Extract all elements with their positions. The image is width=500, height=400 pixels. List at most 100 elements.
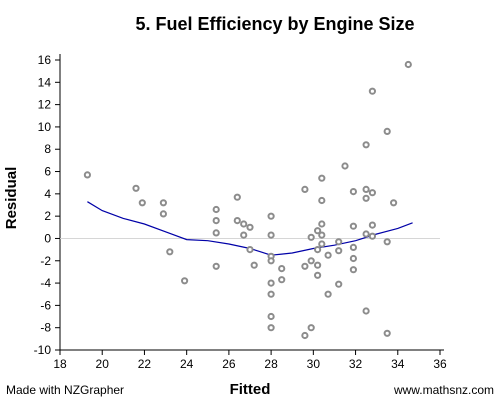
data-point bbox=[318, 174, 326, 182]
data-point bbox=[318, 196, 326, 205]
data-point bbox=[267, 257, 275, 265]
data-point bbox=[307, 324, 315, 332]
data-point bbox=[301, 262, 309, 270]
data-point bbox=[368, 232, 376, 240]
smoother-line bbox=[87, 201, 413, 256]
data-point bbox=[390, 199, 398, 207]
data-point bbox=[335, 247, 343, 255]
data-point bbox=[349, 266, 357, 274]
data-point bbox=[362, 307, 370, 315]
y-tick-label: -8 bbox=[40, 321, 51, 335]
data-point bbox=[383, 238, 391, 246]
data-point bbox=[349, 222, 357, 230]
y-tick-label: 14 bbox=[38, 75, 52, 89]
data-point bbox=[166, 248, 174, 256]
y-tick-label: 2 bbox=[44, 209, 51, 223]
data-point bbox=[212, 217, 220, 225]
data-point bbox=[307, 257, 315, 265]
y-tick-label: 8 bbox=[44, 142, 51, 156]
data-point bbox=[318, 220, 326, 228]
data-point bbox=[233, 193, 241, 201]
data-point bbox=[368, 189, 376, 197]
data-point bbox=[301, 185, 309, 193]
data-point bbox=[362, 185, 370, 193]
footer-url: www.mathsnz.com bbox=[393, 383, 494, 397]
x-tick-label: 30 bbox=[307, 357, 321, 371]
chart-title: 5. Fuel Efficiency by Engine Size bbox=[135, 14, 414, 34]
x-tick-label: 22 bbox=[138, 357, 152, 371]
data-point bbox=[404, 60, 412, 69]
data-point bbox=[318, 240, 326, 248]
y-tick-label: -10 bbox=[34, 343, 52, 357]
data-point bbox=[240, 231, 248, 239]
y-tick-label: 10 bbox=[38, 120, 52, 134]
data-point bbox=[314, 227, 322, 235]
data-point bbox=[212, 262, 220, 270]
data-point bbox=[83, 171, 92, 179]
y-tick-label: -6 bbox=[40, 298, 51, 312]
footer-credit: Made with NZGrapher bbox=[6, 383, 124, 397]
data-point bbox=[301, 331, 309, 340]
y-tick-label: 4 bbox=[44, 187, 51, 201]
data-point bbox=[159, 210, 167, 218]
data-point bbox=[335, 280, 343, 288]
data-point bbox=[267, 231, 275, 239]
data-point bbox=[278, 265, 286, 273]
x-tick-label: 26 bbox=[222, 357, 236, 371]
x-tick-label: 18 bbox=[53, 357, 67, 371]
data-point bbox=[181, 277, 189, 285]
y-tick-label: -4 bbox=[40, 276, 51, 290]
data-point bbox=[314, 271, 322, 279]
y-tick-label: 12 bbox=[38, 98, 52, 112]
data-point bbox=[368, 87, 376, 95]
data-point bbox=[349, 243, 357, 251]
data-point bbox=[335, 238, 343, 246]
data-point bbox=[362, 230, 370, 238]
x-tick-label: 34 bbox=[391, 357, 405, 371]
data-point bbox=[307, 233, 315, 241]
y-tick-label: 6 bbox=[44, 165, 51, 179]
data-point bbox=[318, 231, 326, 239]
data-point bbox=[314, 246, 322, 254]
data-point bbox=[212, 229, 220, 237]
x-axis-label: Fitted bbox=[230, 381, 271, 398]
data-point bbox=[314, 261, 322, 269]
y-axis-label: Residual bbox=[3, 167, 20, 230]
x-tick-label: 36 bbox=[433, 357, 447, 371]
data-point bbox=[233, 217, 241, 225]
data-point bbox=[324, 251, 332, 259]
data-point bbox=[267, 324, 275, 332]
data-point bbox=[138, 199, 146, 207]
data-point bbox=[278, 276, 286, 284]
data-point bbox=[240, 220, 248, 228]
plot-area bbox=[60, 60, 440, 340]
data-point bbox=[362, 194, 370, 202]
data-point bbox=[349, 188, 357, 196]
data-point bbox=[267, 312, 275, 321]
y-tick-label: 0 bbox=[44, 231, 51, 245]
data-point bbox=[132, 184, 140, 192]
data-point bbox=[267, 290, 275, 298]
x-tick-label: 24 bbox=[180, 357, 194, 371]
data-point bbox=[341, 162, 349, 170]
data-point bbox=[250, 261, 258, 269]
data-point bbox=[349, 254, 357, 263]
data-point bbox=[383, 127, 391, 135]
x-tick-label: 28 bbox=[264, 357, 278, 371]
y-tick-label: -2 bbox=[40, 254, 51, 268]
x-tick-label: 20 bbox=[96, 357, 110, 371]
data-point bbox=[368, 221, 376, 229]
data-point bbox=[324, 290, 332, 298]
axes: 18 20 22 24 26 28 30 32 34 361614121086420-2-4-6-… bbox=[34, 53, 447, 371]
y-tick-label: 16 bbox=[38, 53, 52, 67]
data-point bbox=[212, 205, 220, 214]
data-point bbox=[267, 212, 275, 220]
data-point bbox=[246, 246, 254, 254]
data-point bbox=[383, 329, 391, 337]
data-point bbox=[159, 199, 167, 207]
data-point bbox=[362, 141, 370, 149]
data-point bbox=[246, 223, 254, 231]
x-tick-label: 32 bbox=[349, 357, 363, 371]
data-point bbox=[267, 279, 275, 287]
